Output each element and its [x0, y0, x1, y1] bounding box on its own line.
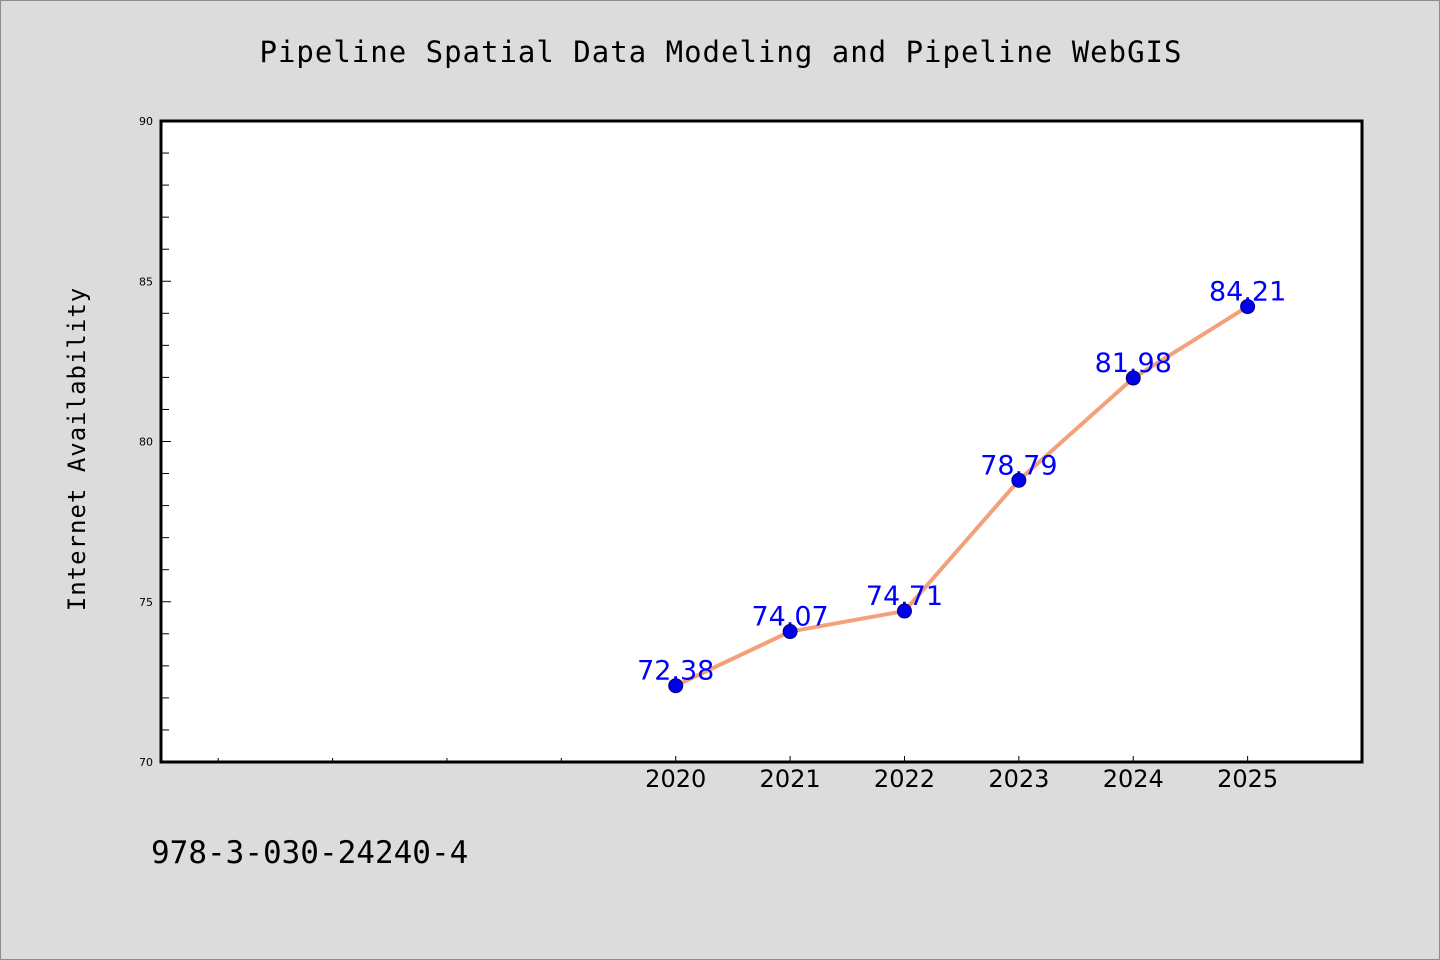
y-tick-label: 75: [139, 596, 153, 609]
x-tick-label: 2020: [645, 765, 706, 793]
data-point: [1011, 472, 1027, 488]
y-tick-label: 70: [139, 756, 153, 769]
plot-area: [159, 119, 1364, 764]
chart-title: Pipeline Spatial Data Modeling and Pipel…: [259, 35, 1183, 69]
data-point: [1240, 299, 1256, 315]
data-point: [668, 678, 684, 694]
isbn-label: 978-3-030-24240-4: [151, 835, 469, 871]
x-tick-label: 2025: [1217, 765, 1278, 793]
data-point: [782, 624, 798, 640]
y-tick-label: 85: [139, 275, 153, 288]
y-tick-label: 90: [139, 115, 153, 128]
data-point: [1125, 370, 1141, 386]
series-line: [674, 304, 1249, 688]
x-tick-label: 2024: [1103, 765, 1164, 793]
data-point: [896, 603, 912, 619]
x-tick-label: 2021: [760, 765, 821, 793]
x-tick-label: 2023: [988, 765, 1049, 793]
y-tick-label: 80: [139, 436, 153, 449]
x-tick-label: 2022: [874, 765, 935, 793]
